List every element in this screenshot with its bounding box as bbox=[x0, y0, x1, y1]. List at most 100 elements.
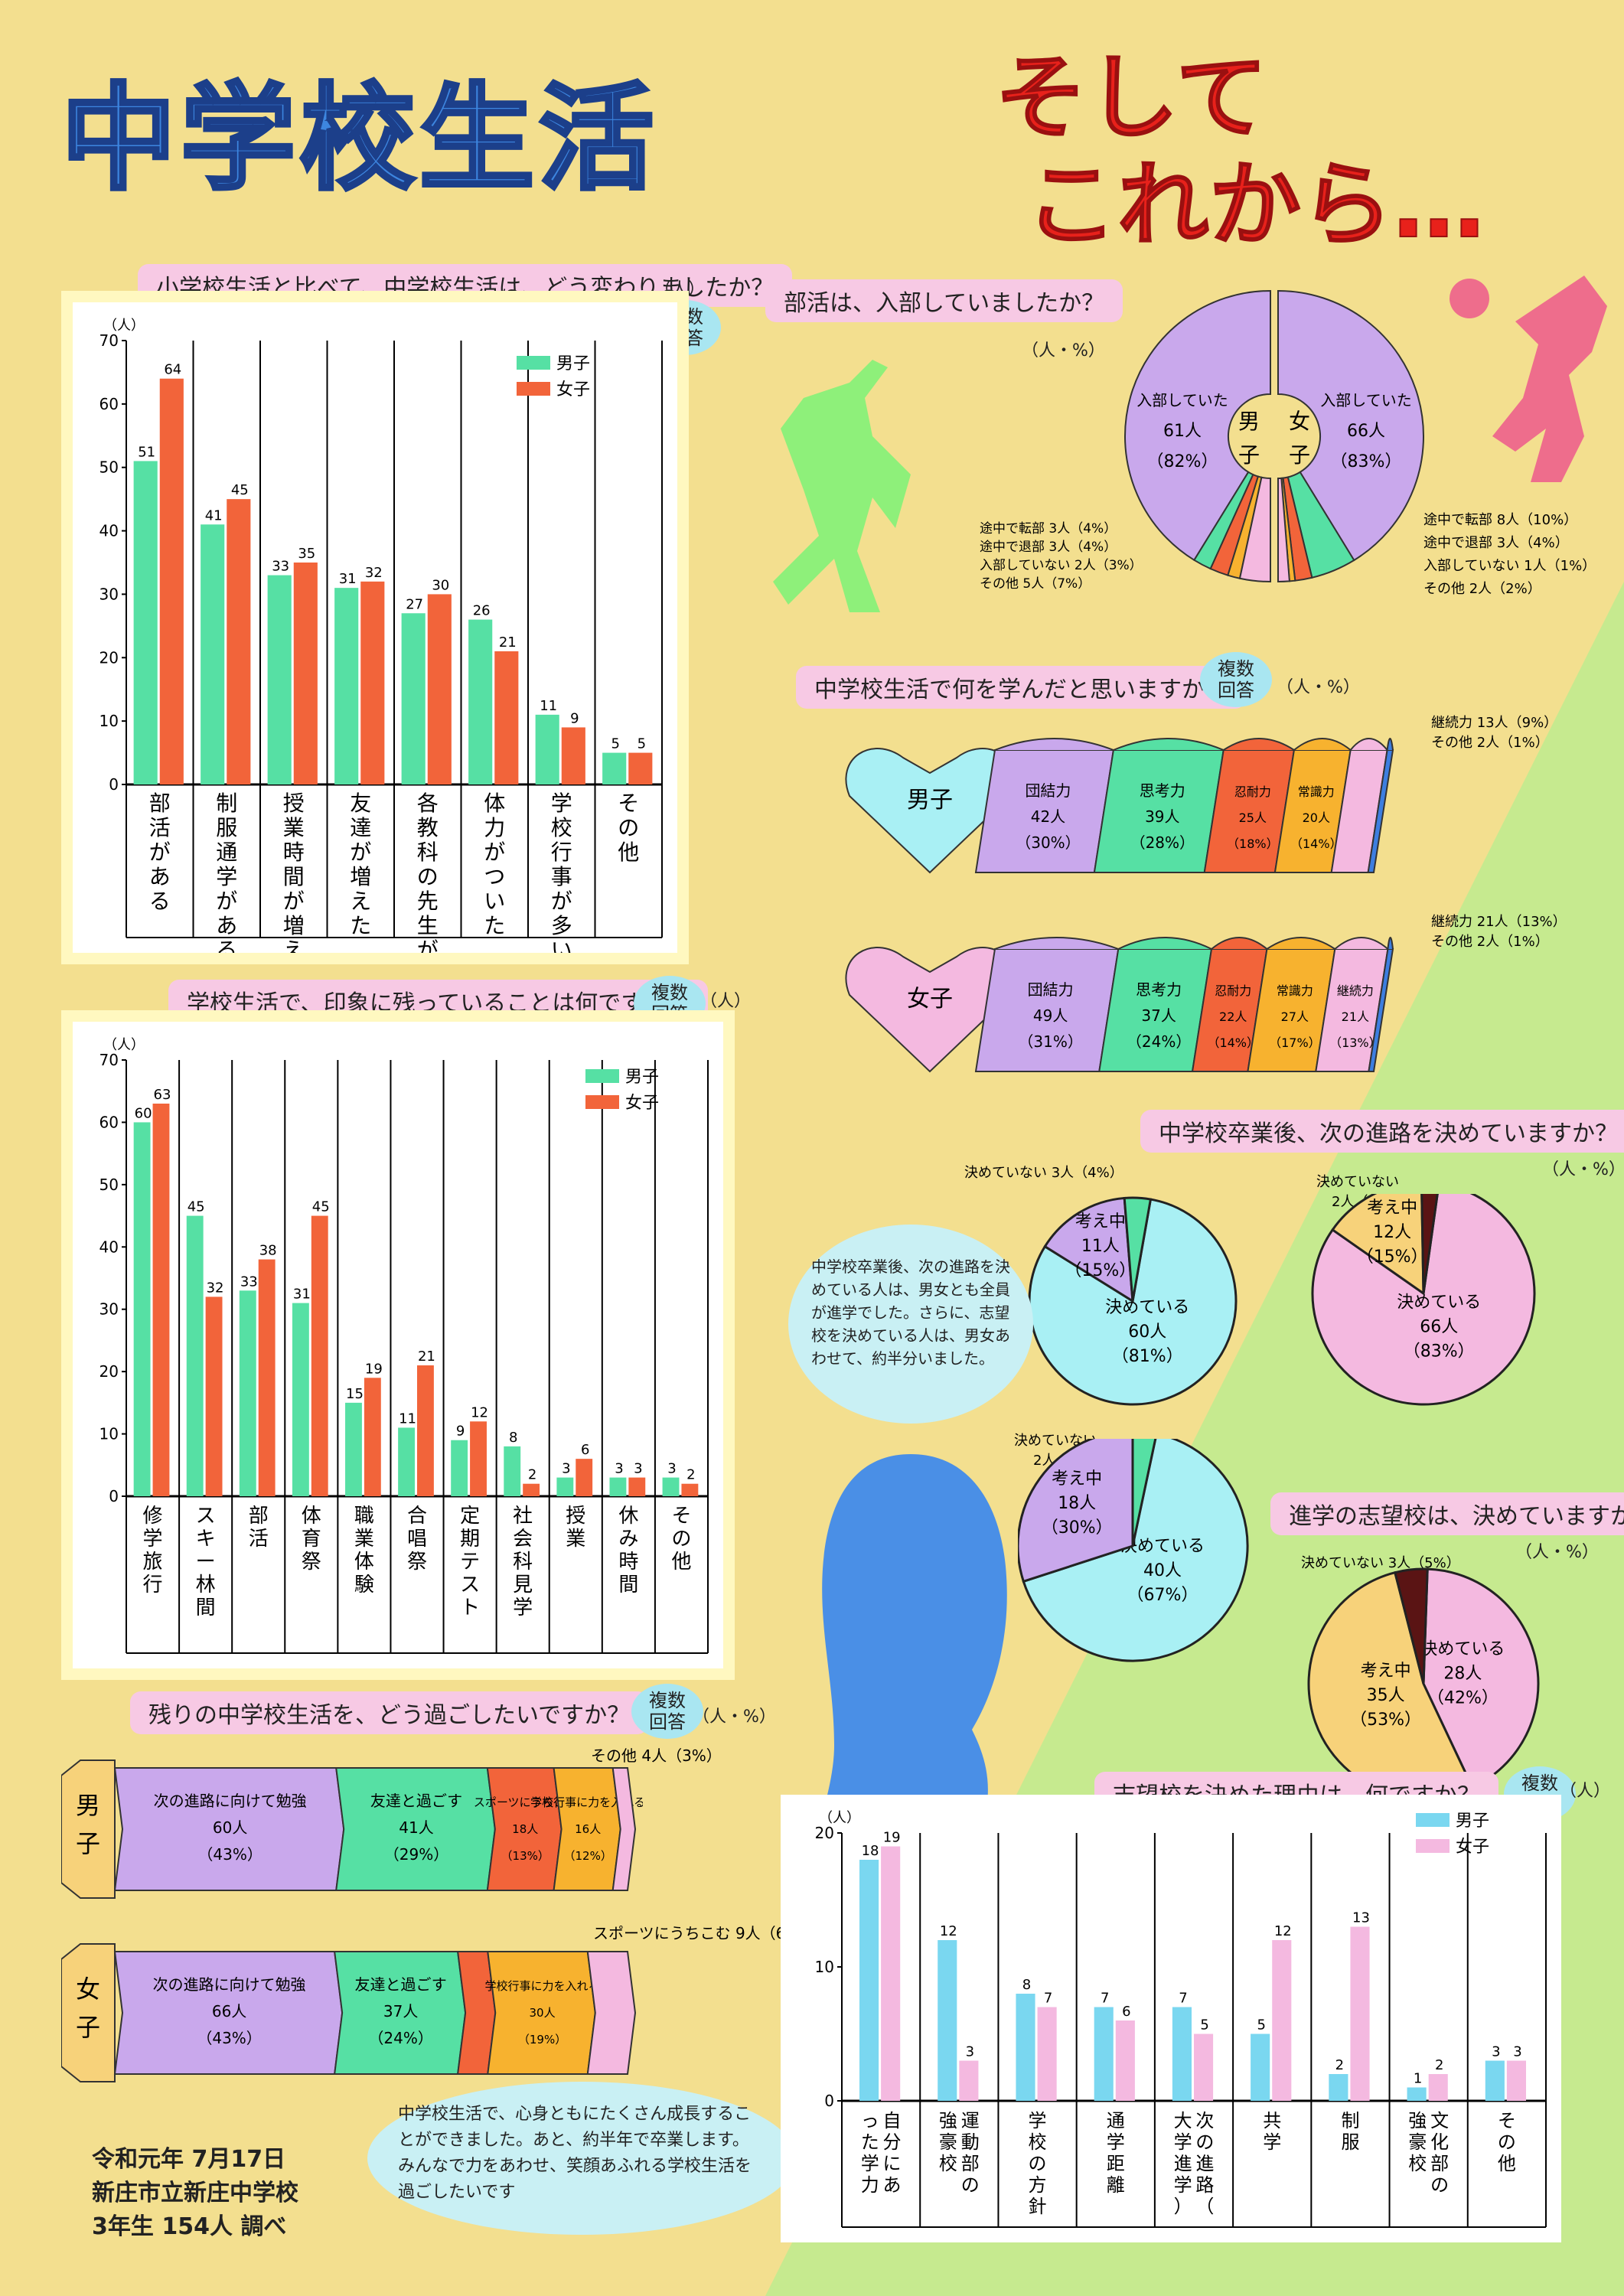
data-label: 12 bbox=[1274, 1923, 1292, 1939]
boys-segment-count: 16人 bbox=[575, 1822, 601, 1836]
boys-segment bbox=[611, 1767, 637, 1891]
data-label: 13 bbox=[1352, 1910, 1370, 1926]
bar-girls bbox=[1037, 2007, 1057, 2101]
data-label: 9 bbox=[570, 710, 579, 726]
category-label-char: 授 bbox=[283, 791, 305, 816]
q6-girls-undecided-note-1: 決めていない bbox=[1316, 1174, 1399, 1190]
girls-club-note: その他 2人（2%） bbox=[1423, 581, 1541, 597]
category-label-char: た bbox=[350, 913, 371, 938]
category-label-char: 校 bbox=[1408, 2153, 1427, 2174]
category-label-char: 校 bbox=[939, 2153, 957, 2174]
bar-girls bbox=[227, 499, 251, 784]
y-tick-label: 30 bbox=[99, 585, 119, 603]
category-label-char: 学 bbox=[216, 864, 237, 889]
q6-girls-slice-pct: （15%） bbox=[1357, 1247, 1428, 1267]
boys-learned-segment-top bbox=[994, 738, 1114, 751]
category-label-char: 活 bbox=[149, 815, 171, 840]
category-label-char: 定 bbox=[460, 1505, 480, 1528]
data-label: 8 bbox=[1022, 1977, 1031, 1993]
girls-hexagon bbox=[61, 1943, 116, 2082]
data-label: 63 bbox=[154, 1087, 171, 1103]
data-label: 64 bbox=[164, 362, 181, 378]
category-label-char: 会 bbox=[513, 1528, 533, 1551]
bar-girls bbox=[1506, 2060, 1526, 2101]
y-tick-label: 0 bbox=[109, 775, 119, 794]
legend-label: 男子 bbox=[556, 354, 590, 373]
category-label-char: （ bbox=[1195, 2196, 1214, 2217]
category-label-char: い bbox=[484, 889, 505, 914]
girls-learned-count: 49人 bbox=[1033, 1006, 1068, 1025]
q6-boys-slice-label: 考え中 bbox=[1075, 1212, 1126, 1231]
category-label-char: 化 bbox=[1430, 2131, 1449, 2153]
category-label-char: 旅 bbox=[143, 1551, 163, 1574]
boys-label-char: 男 bbox=[76, 1791, 100, 1820]
data-label: 8 bbox=[509, 1430, 517, 1446]
y-tick-label: 20 bbox=[99, 648, 119, 667]
y-tick-label: 50 bbox=[99, 458, 119, 477]
data-label: 51 bbox=[138, 444, 155, 460]
girls-club-slice bbox=[1277, 477, 1290, 583]
q3-girls-sports-note: スポーツにうちこむ 9人（6%） bbox=[593, 1924, 816, 1942]
y-tick-label: 10 bbox=[99, 712, 119, 730]
bar-boys bbox=[662, 1477, 680, 1496]
category-label-char: の bbox=[1498, 2131, 1516, 2153]
category-label-char: 達 bbox=[350, 815, 371, 840]
data-label: 1 bbox=[1414, 2071, 1422, 2087]
bar-girls bbox=[470, 1421, 487, 1496]
y-tick-label: 10 bbox=[815, 1958, 834, 1976]
y-tick-label: 20 bbox=[99, 1362, 119, 1381]
boys-segment-label: 次の進路に向けて勉強 bbox=[154, 1792, 307, 1810]
boys-club-slice bbox=[1124, 289, 1271, 562]
boys-learned-segment-top bbox=[1223, 738, 1295, 751]
girls-learned-pct: （24%） bbox=[1127, 1032, 1191, 1051]
boys-learned-count: 42人 bbox=[1031, 807, 1065, 826]
boys-learned-pct: （18%） bbox=[1227, 837, 1279, 851]
category-label-char: 祭 bbox=[407, 1551, 427, 1574]
girls-learned-pct: （17%） bbox=[1269, 1035, 1321, 1050]
legend-swatch bbox=[517, 356, 550, 370]
category-label-char: 他 bbox=[1498, 2153, 1516, 2174]
girls-segment-pct: （24%） bbox=[368, 2029, 432, 2047]
category-label-char: 次 bbox=[1195, 2110, 1214, 2131]
q7-boys-slice-count: 40人 bbox=[1143, 1561, 1182, 1580]
q6-boys-slice-pct: （15%） bbox=[1065, 1261, 1136, 1280]
q7-school-pies: 決めている40人（67%）考え中18人（30%）決めている28人（42%）考え中… bbox=[1018, 1439, 1540, 1800]
bar-girls bbox=[959, 2060, 979, 2101]
category-label-char: 距 bbox=[1107, 2153, 1125, 2174]
boys-club-note: 途中で退部 3人（4%） bbox=[980, 540, 1117, 555]
bar-boys bbox=[1094, 2007, 1114, 2101]
category-label-char: 期 bbox=[460, 1528, 480, 1551]
bar-girls bbox=[364, 1378, 381, 1496]
category-label-char: が bbox=[417, 938, 439, 953]
data-label: 3 bbox=[966, 2044, 974, 2060]
q7-boys-slice-label: 考え中 bbox=[1052, 1469, 1102, 1489]
girls-learned-note: その他 2人（1%） bbox=[1431, 934, 1549, 950]
q7-question: 進学の志望校は、決めていますか？ bbox=[1270, 1492, 1624, 1535]
bar-boys bbox=[267, 575, 292, 784]
q7-girls-slice-count: 35人 bbox=[1367, 1686, 1405, 1705]
page-subtitle-line2: これから… bbox=[1025, 152, 1485, 259]
q6-girls-slice-label: 考え中 bbox=[1367, 1199, 1417, 1218]
y-tick-label: 0 bbox=[109, 1487, 119, 1505]
boys-learned-count: 20人 bbox=[1303, 810, 1330, 825]
bar-boys bbox=[1485, 2060, 1505, 2101]
bar-girls bbox=[258, 1259, 276, 1496]
bar-girls bbox=[628, 752, 653, 784]
boys-learned-segment-top bbox=[1386, 738, 1394, 751]
girls-learned-label: 継続力 bbox=[1337, 983, 1374, 998]
bar-boys bbox=[1172, 2007, 1192, 2101]
category-label-char: 業 bbox=[283, 815, 305, 840]
bar-boys bbox=[1329, 2074, 1348, 2101]
bar-boys bbox=[345, 1402, 362, 1496]
boys-segment-count: 60人 bbox=[213, 1818, 247, 1837]
q6-boys-slice-count: 60人 bbox=[1128, 1322, 1166, 1342]
q7-unit: （人・%） bbox=[1515, 1543, 1599, 1562]
data-label: 3 bbox=[615, 1461, 623, 1477]
data-label: 6 bbox=[581, 1442, 589, 1458]
bar-boys bbox=[451, 1440, 468, 1496]
bar-boys bbox=[292, 1303, 309, 1496]
girls-label-char: 子 bbox=[76, 2013, 100, 2042]
girls-center-label: 子 bbox=[1289, 442, 1310, 468]
y-tick-label: 70 bbox=[99, 331, 119, 350]
q6-boys-slice-label: 決めている bbox=[1105, 1298, 1189, 1317]
